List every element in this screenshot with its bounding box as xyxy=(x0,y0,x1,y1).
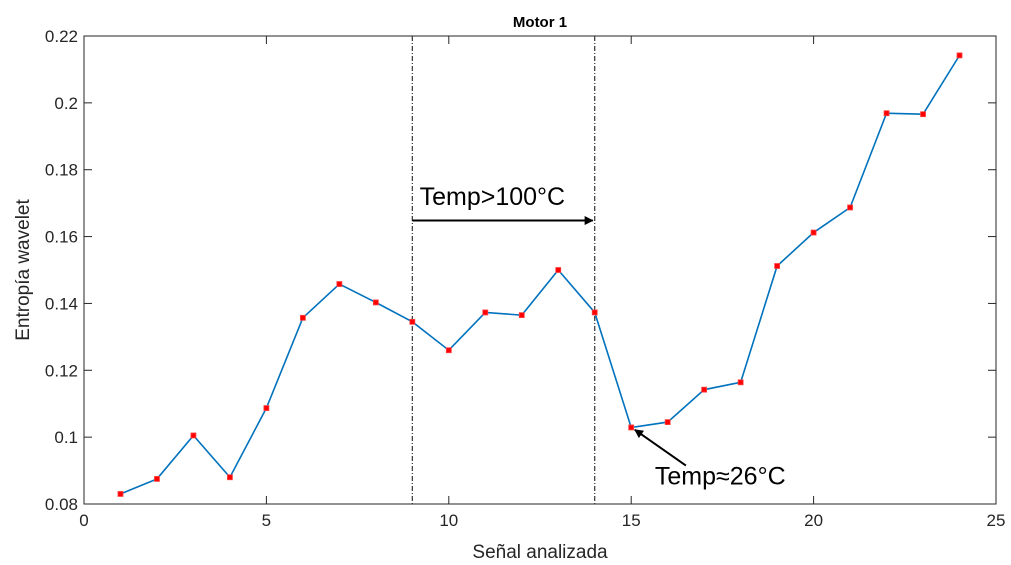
x-tick-label: 0 xyxy=(79,511,88,530)
annotation-label: Temp>100°C xyxy=(420,183,565,211)
chart-title: Motor 1 xyxy=(513,14,567,31)
data-point xyxy=(956,52,963,59)
data-point xyxy=(117,491,124,497)
y-tick-label: 0.16 xyxy=(45,228,78,247)
data-point xyxy=(628,424,635,431)
data-point xyxy=(336,281,343,287)
x-axis: 0 5 10 15 20 25 xyxy=(79,36,1005,530)
x-tick-label: 25 xyxy=(987,511,1006,530)
data-point xyxy=(847,204,853,211)
reference-lines xyxy=(411,36,596,504)
y-tick-label: 0.1 xyxy=(54,428,78,447)
y-axis: 0.08 0.1 0.12 0.14 0.16 0.18 0.2 0.22 xyxy=(45,27,996,514)
data-point xyxy=(920,111,926,118)
y-tick-label: 0.08 xyxy=(45,495,78,514)
data-point xyxy=(227,474,233,481)
data-point xyxy=(154,476,160,482)
data-point xyxy=(591,309,598,316)
data-point xyxy=(482,309,489,316)
data-point xyxy=(664,419,671,426)
data-point xyxy=(555,267,562,273)
plot-area xyxy=(83,35,997,505)
data-point xyxy=(445,347,452,354)
x-tick-label: 5 xyxy=(262,511,271,530)
x-tick-label: 10 xyxy=(439,511,458,530)
y-axis-label: Entropía wavelet xyxy=(13,199,34,341)
data-point xyxy=(810,229,817,236)
x-axis-label: Señal analizada xyxy=(472,542,608,563)
y-tick-label: 0.2 xyxy=(54,94,78,113)
x-tick-label: 15 xyxy=(622,511,641,530)
annotations: Temp>100°C Temp≈26°C xyxy=(412,183,786,491)
series-line xyxy=(120,54,961,495)
data-point xyxy=(701,386,708,393)
data-point xyxy=(372,299,379,306)
data-point xyxy=(774,263,781,269)
data-point xyxy=(263,405,270,411)
annotation-label: Temp≈26°C xyxy=(655,463,786,491)
data-point xyxy=(409,318,416,325)
y-tick-label: 0.14 xyxy=(45,294,78,313)
y-tick-label: 0.22 xyxy=(45,27,78,46)
data-point xyxy=(518,312,525,319)
data-point xyxy=(883,110,890,117)
y-tick-label: 0.18 xyxy=(45,161,78,180)
data-point xyxy=(299,314,306,321)
plot-border xyxy=(83,35,997,505)
series-group xyxy=(117,52,963,497)
annotation-arrow xyxy=(634,428,687,467)
x-tick-label: 20 xyxy=(804,511,823,530)
y-tick-label: 0.12 xyxy=(45,361,78,380)
data-point xyxy=(190,432,197,439)
data-point xyxy=(737,379,744,386)
